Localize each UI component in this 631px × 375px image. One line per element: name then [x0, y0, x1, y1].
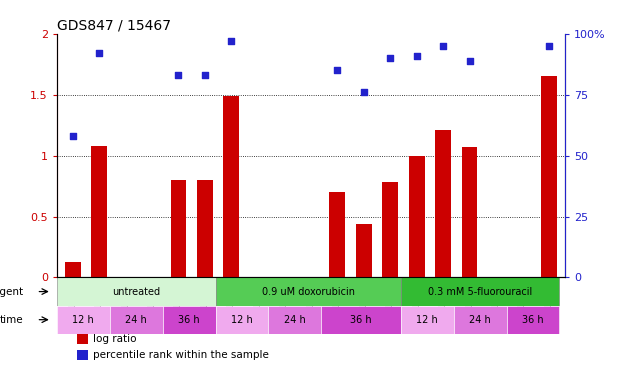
Bar — [409, 156, 425, 278]
Bar — [163, 306, 216, 334]
Point — [411, 53, 422, 59]
Bar — [216, 278, 401, 306]
Text: 0.9 uM doxorubicin: 0.9 uM doxorubicin — [262, 286, 355, 297]
Text: 36 h: 36 h — [522, 315, 544, 325]
Text: untreated: untreated — [112, 286, 160, 297]
Bar — [356, 224, 372, 278]
Bar — [91, 146, 107, 278]
Text: log ratio: log ratio — [93, 334, 137, 344]
Bar — [461, 147, 478, 278]
Bar — [110, 306, 163, 334]
Text: 12 h: 12 h — [231, 315, 253, 325]
Bar — [197, 180, 213, 278]
Text: 12 h: 12 h — [73, 315, 94, 325]
Point — [68, 133, 78, 139]
Text: agent: agent — [0, 286, 24, 297]
Bar — [268, 306, 321, 334]
Bar — [541, 76, 557, 278]
Text: time: time — [0, 315, 24, 325]
Point — [227, 38, 237, 44]
Point — [332, 68, 342, 74]
Bar — [57, 278, 216, 306]
Text: 12 h: 12 h — [416, 315, 438, 325]
Bar — [454, 306, 507, 334]
Point — [464, 57, 475, 63]
Text: GDS847 / 15467: GDS847 / 15467 — [57, 19, 171, 33]
Point — [358, 89, 369, 95]
Bar — [216, 306, 268, 334]
Text: 24 h: 24 h — [469, 315, 491, 325]
Point — [544, 43, 554, 49]
Text: 36 h: 36 h — [178, 315, 200, 325]
Bar — [435, 130, 451, 278]
Bar — [223, 96, 239, 278]
Point — [200, 72, 210, 78]
Bar — [507, 306, 560, 334]
Bar — [329, 192, 345, 278]
Text: 0.3 mM 5-fluorouracil: 0.3 mM 5-fluorouracil — [428, 286, 532, 297]
Bar — [401, 278, 560, 306]
Bar — [77, 334, 88, 344]
Text: 24 h: 24 h — [284, 315, 306, 325]
Bar — [170, 180, 186, 278]
Text: 36 h: 36 h — [350, 315, 372, 325]
Bar — [57, 306, 110, 334]
Point — [385, 55, 395, 61]
Bar — [321, 306, 401, 334]
Bar — [401, 306, 454, 334]
Bar — [382, 182, 398, 278]
Bar — [77, 350, 88, 360]
Point — [94, 50, 104, 56]
Text: 24 h: 24 h — [126, 315, 147, 325]
Point — [174, 72, 184, 78]
Bar — [65, 262, 81, 278]
Point — [438, 43, 448, 49]
Text: percentile rank within the sample: percentile rank within the sample — [93, 350, 269, 360]
